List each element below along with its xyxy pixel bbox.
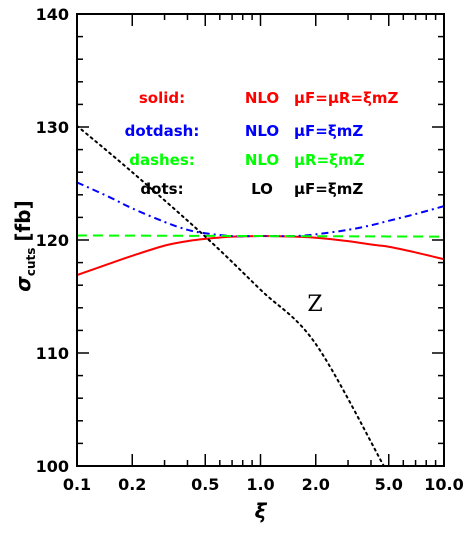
- x-tick-label: 0.2: [118, 475, 146, 494]
- legend-order: NLO: [245, 89, 279, 107]
- y-axis-label: σcuts[fb]: [11, 200, 38, 291]
- legend-order: LO: [251, 180, 273, 198]
- legend-key: dashes:: [129, 151, 195, 169]
- legend-order: NLO: [245, 122, 279, 140]
- series-line-dashes: [77, 234, 444, 238]
- series-line-dots: [77, 124, 385, 466]
- plot-frame: [76, 13, 445, 467]
- legend-formula: μF=ξmZ: [294, 122, 363, 140]
- legend-key: solid:: [139, 89, 185, 107]
- tick-labels: 0.1 0.2 0.5 1.0 2.0 5.0 10.0 100 110 120 130 140: [36, 5, 464, 494]
- legend: solid: NLO μF=μR=ξmZ dotdash: NLO μF=ξmZ dashe…: [125, 89, 399, 198]
- ticks: [76, 13, 444, 467]
- x-tick-label: 10.0: [424, 475, 463, 494]
- legend-formula: μF=ξmZ: [294, 180, 363, 198]
- x-tick-label: 1.0: [246, 475, 274, 494]
- y-tick-label: 120: [36, 231, 69, 250]
- y-tick-label: 130: [36, 118, 69, 137]
- x-tick-label: 5.0: [375, 475, 403, 494]
- legend-order: NLO: [245, 151, 279, 169]
- plot-area: [77, 124, 444, 466]
- y-tick-label: 110: [36, 344, 69, 363]
- y-tick-label: 100: [36, 457, 69, 476]
- series-line-solid: [77, 235, 444, 276]
- annotation-z: Z: [307, 292, 322, 317]
- x-axis-label: ξ: [255, 499, 268, 523]
- legend-key: dotdash:: [125, 122, 200, 140]
- legend-formula: μF=μR=ξmZ: [294, 89, 399, 107]
- y-tick-label: 140: [36, 5, 69, 24]
- legend-formula: μR=ξmZ: [294, 151, 365, 169]
- x-tick-label: 2.0: [302, 475, 330, 494]
- x-tick-label: 0.5: [191, 475, 219, 494]
- axes-frame: [76, 13, 445, 467]
- x-tick-label: 0.1: [63, 475, 91, 494]
- legend-key: dots:: [140, 180, 183, 198]
